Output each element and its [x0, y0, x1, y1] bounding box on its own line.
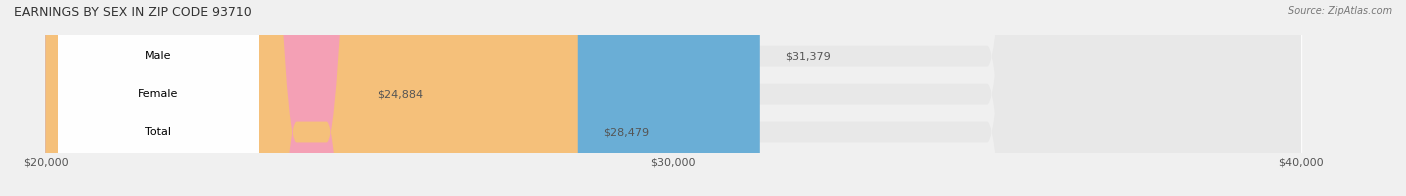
Text: EARNINGS BY SEX IN ZIP CODE 93710: EARNINGS BY SEX IN ZIP CODE 93710 [14, 6, 252, 19]
Text: Male: Male [145, 51, 172, 61]
Text: Female: Female [138, 89, 179, 99]
FancyBboxPatch shape [45, 0, 578, 196]
Text: $28,479: $28,479 [603, 127, 650, 137]
FancyBboxPatch shape [58, 0, 259, 196]
FancyBboxPatch shape [45, 0, 352, 196]
FancyBboxPatch shape [45, 0, 1301, 196]
Text: Total: Total [145, 127, 172, 137]
FancyBboxPatch shape [58, 0, 259, 196]
Text: Source: ZipAtlas.com: Source: ZipAtlas.com [1288, 6, 1392, 16]
FancyBboxPatch shape [45, 0, 1301, 196]
Text: $31,379: $31,379 [785, 51, 831, 61]
FancyBboxPatch shape [45, 0, 759, 196]
Text: $24,884: $24,884 [377, 89, 423, 99]
FancyBboxPatch shape [45, 0, 1301, 196]
FancyBboxPatch shape [58, 0, 259, 196]
